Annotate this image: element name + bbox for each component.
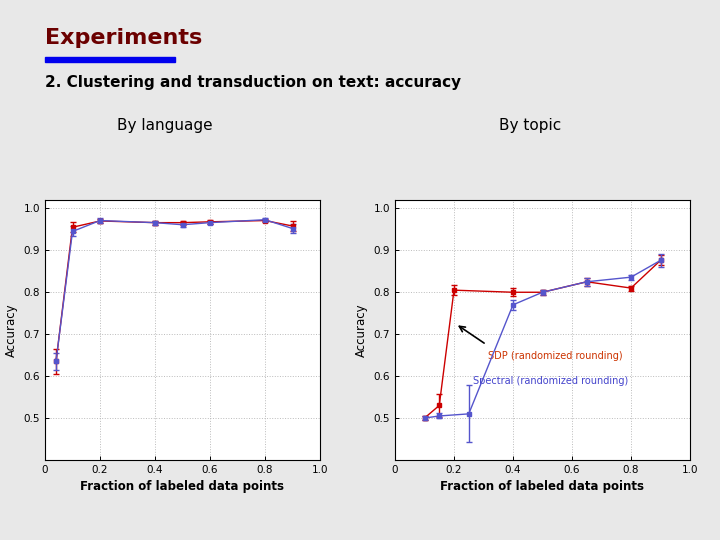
Text: By language: By language <box>117 118 213 133</box>
Text: By topic: By topic <box>499 118 561 133</box>
Text: 2. Clustering and transduction on text: accuracy: 2. Clustering and transduction on text: … <box>45 75 461 90</box>
Text: Spectral (randomized rounding): Spectral (randomized rounding) <box>473 376 629 386</box>
Text: Experiments: Experiments <box>45 28 202 48</box>
X-axis label: Fraction of labeled data points: Fraction of labeled data points <box>81 481 284 494</box>
Bar <box>45 57 175 62</box>
Y-axis label: Accuracy: Accuracy <box>355 303 368 357</box>
X-axis label: Fraction of labeled data points: Fraction of labeled data points <box>441 481 644 494</box>
Text: SDP (randomized rounding): SDP (randomized rounding) <box>488 351 623 361</box>
Y-axis label: Accuracy: Accuracy <box>5 303 18 357</box>
